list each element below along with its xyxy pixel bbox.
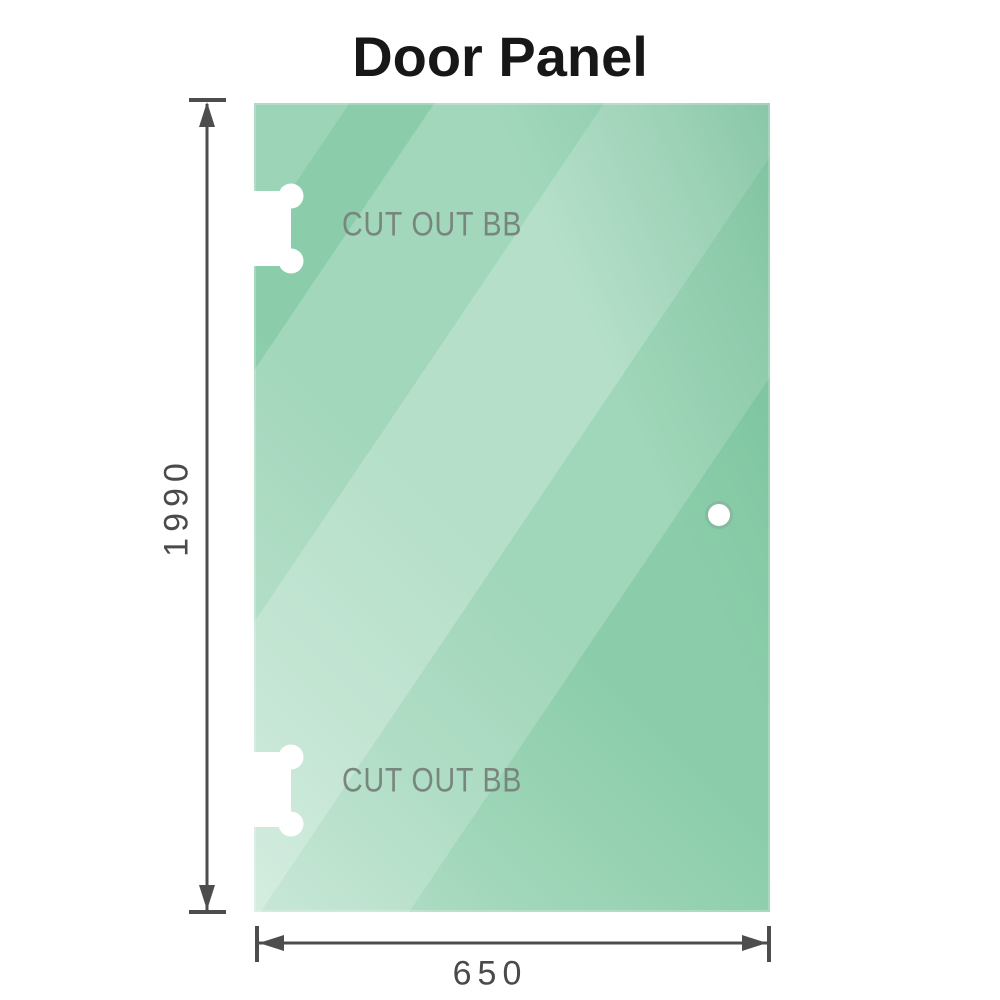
cutout-top-label: CUT OUT BB (342, 205, 523, 244)
height-dimension-value: 1990 (157, 457, 196, 557)
arrow-left-icon (259, 935, 284, 951)
arrow-up-icon (199, 102, 215, 127)
glass-panel (254, 103, 770, 912)
arrow-right-icon (742, 935, 767, 951)
width-dimension-value: 650 (452, 954, 528, 993)
cutout-bottom-label: CUT OUT BB (342, 761, 523, 800)
page-title: Door Panel (352, 25, 648, 88)
arrow-down-icon (199, 885, 215, 910)
